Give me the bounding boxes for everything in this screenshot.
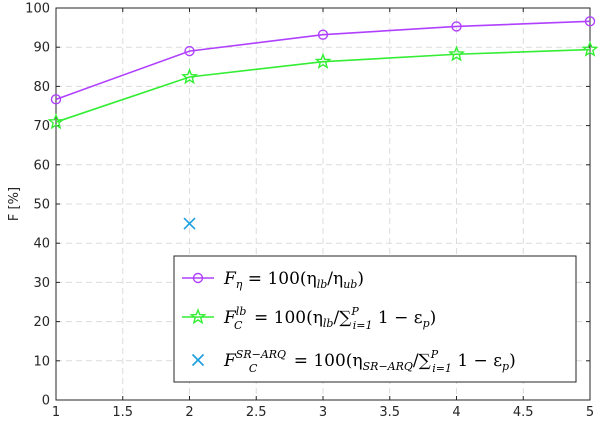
data-point-star [314, 52, 332, 69]
legend-label: Flb C = 100(ηlb/∑P i=1 1 − εp) [223, 305, 436, 332]
data-point-circle [317, 29, 329, 40]
axes: 1 1.5 2 2.5 3 3.5 4 4.5 50102030405060708090100F… [7, 2, 594, 421]
y-tick-label: 90 [33, 41, 50, 56]
series-3 [183, 217, 196, 230]
x-tick-label: 5 [586, 405, 594, 420]
data-point-circle [584, 16, 596, 27]
data-point-star [180, 68, 199, 85]
x-tick-label: 1 [52, 405, 60, 420]
legend-label: Fη = 100(ηlb/ηub) [223, 269, 364, 291]
legend-entry-1: Fη = 100(ηlb/ηub) [182, 269, 364, 291]
data-point-x [183, 217, 196, 230]
legend-label: FSR−ARQ C = 100(ηSR−ARQ/∑P i=1 1 − εp) [223, 348, 516, 375]
series-line [55, 20, 591, 101]
data-point-star [447, 45, 466, 62]
y-tick-label: 20 [33, 315, 50, 330]
legend: Fη = 100(ηlb/ηub) Flb C = 100(ηlb/∑P i=1 1 … [173, 255, 577, 383]
y-tick-label: 10 [33, 354, 50, 369]
legend-box [173, 255, 577, 383]
series-1 [50, 16, 596, 105]
y-tick-label: 70 [33, 119, 50, 134]
x-tick-label: 4.5 [513, 405, 534, 420]
y-tick-label: 50 [33, 198, 50, 213]
legend-entry-3: FSR−ARQ C = 100(ηSR−ARQ/∑P i=1 1 − εp) [191, 348, 516, 375]
data-point-circle [451, 21, 462, 32]
data-point-x [191, 353, 205, 367]
data-point-star [47, 113, 65, 130]
legend-entry-2: Flb C = 100(ηlb/∑P i=1 1 − εp) [182, 305, 436, 332]
data-point-circle [192, 272, 204, 284]
y-tick-label: 80 [33, 80, 50, 95]
series [47, 16, 598, 230]
series-line [55, 48, 591, 123]
y-axis-title: F [%] [7, 187, 22, 221]
x-tick-label: 1.5 [112, 405, 133, 420]
y-tick-label: 0 [42, 394, 50, 409]
x-tick-label: 4 [452, 405, 460, 420]
data-point-circle [184, 45, 195, 57]
y-tick-label: 30 [33, 276, 50, 291]
data-point-circle [50, 94, 62, 105]
data-point-star [189, 308, 207, 325]
y-tick-label: 60 [33, 158, 50, 173]
data-point-star [581, 40, 598, 57]
series-2 [47, 40, 598, 130]
x-tick-label: 2.5 [246, 405, 267, 420]
x-tick-label: 3.5 [379, 405, 400, 420]
x-tick-label: 3 [319, 405, 327, 420]
y-tick-label: 40 [33, 237, 50, 252]
y-tick-label: 100 [25, 2, 50, 17]
x-tick-label: 2 [185, 405, 193, 420]
